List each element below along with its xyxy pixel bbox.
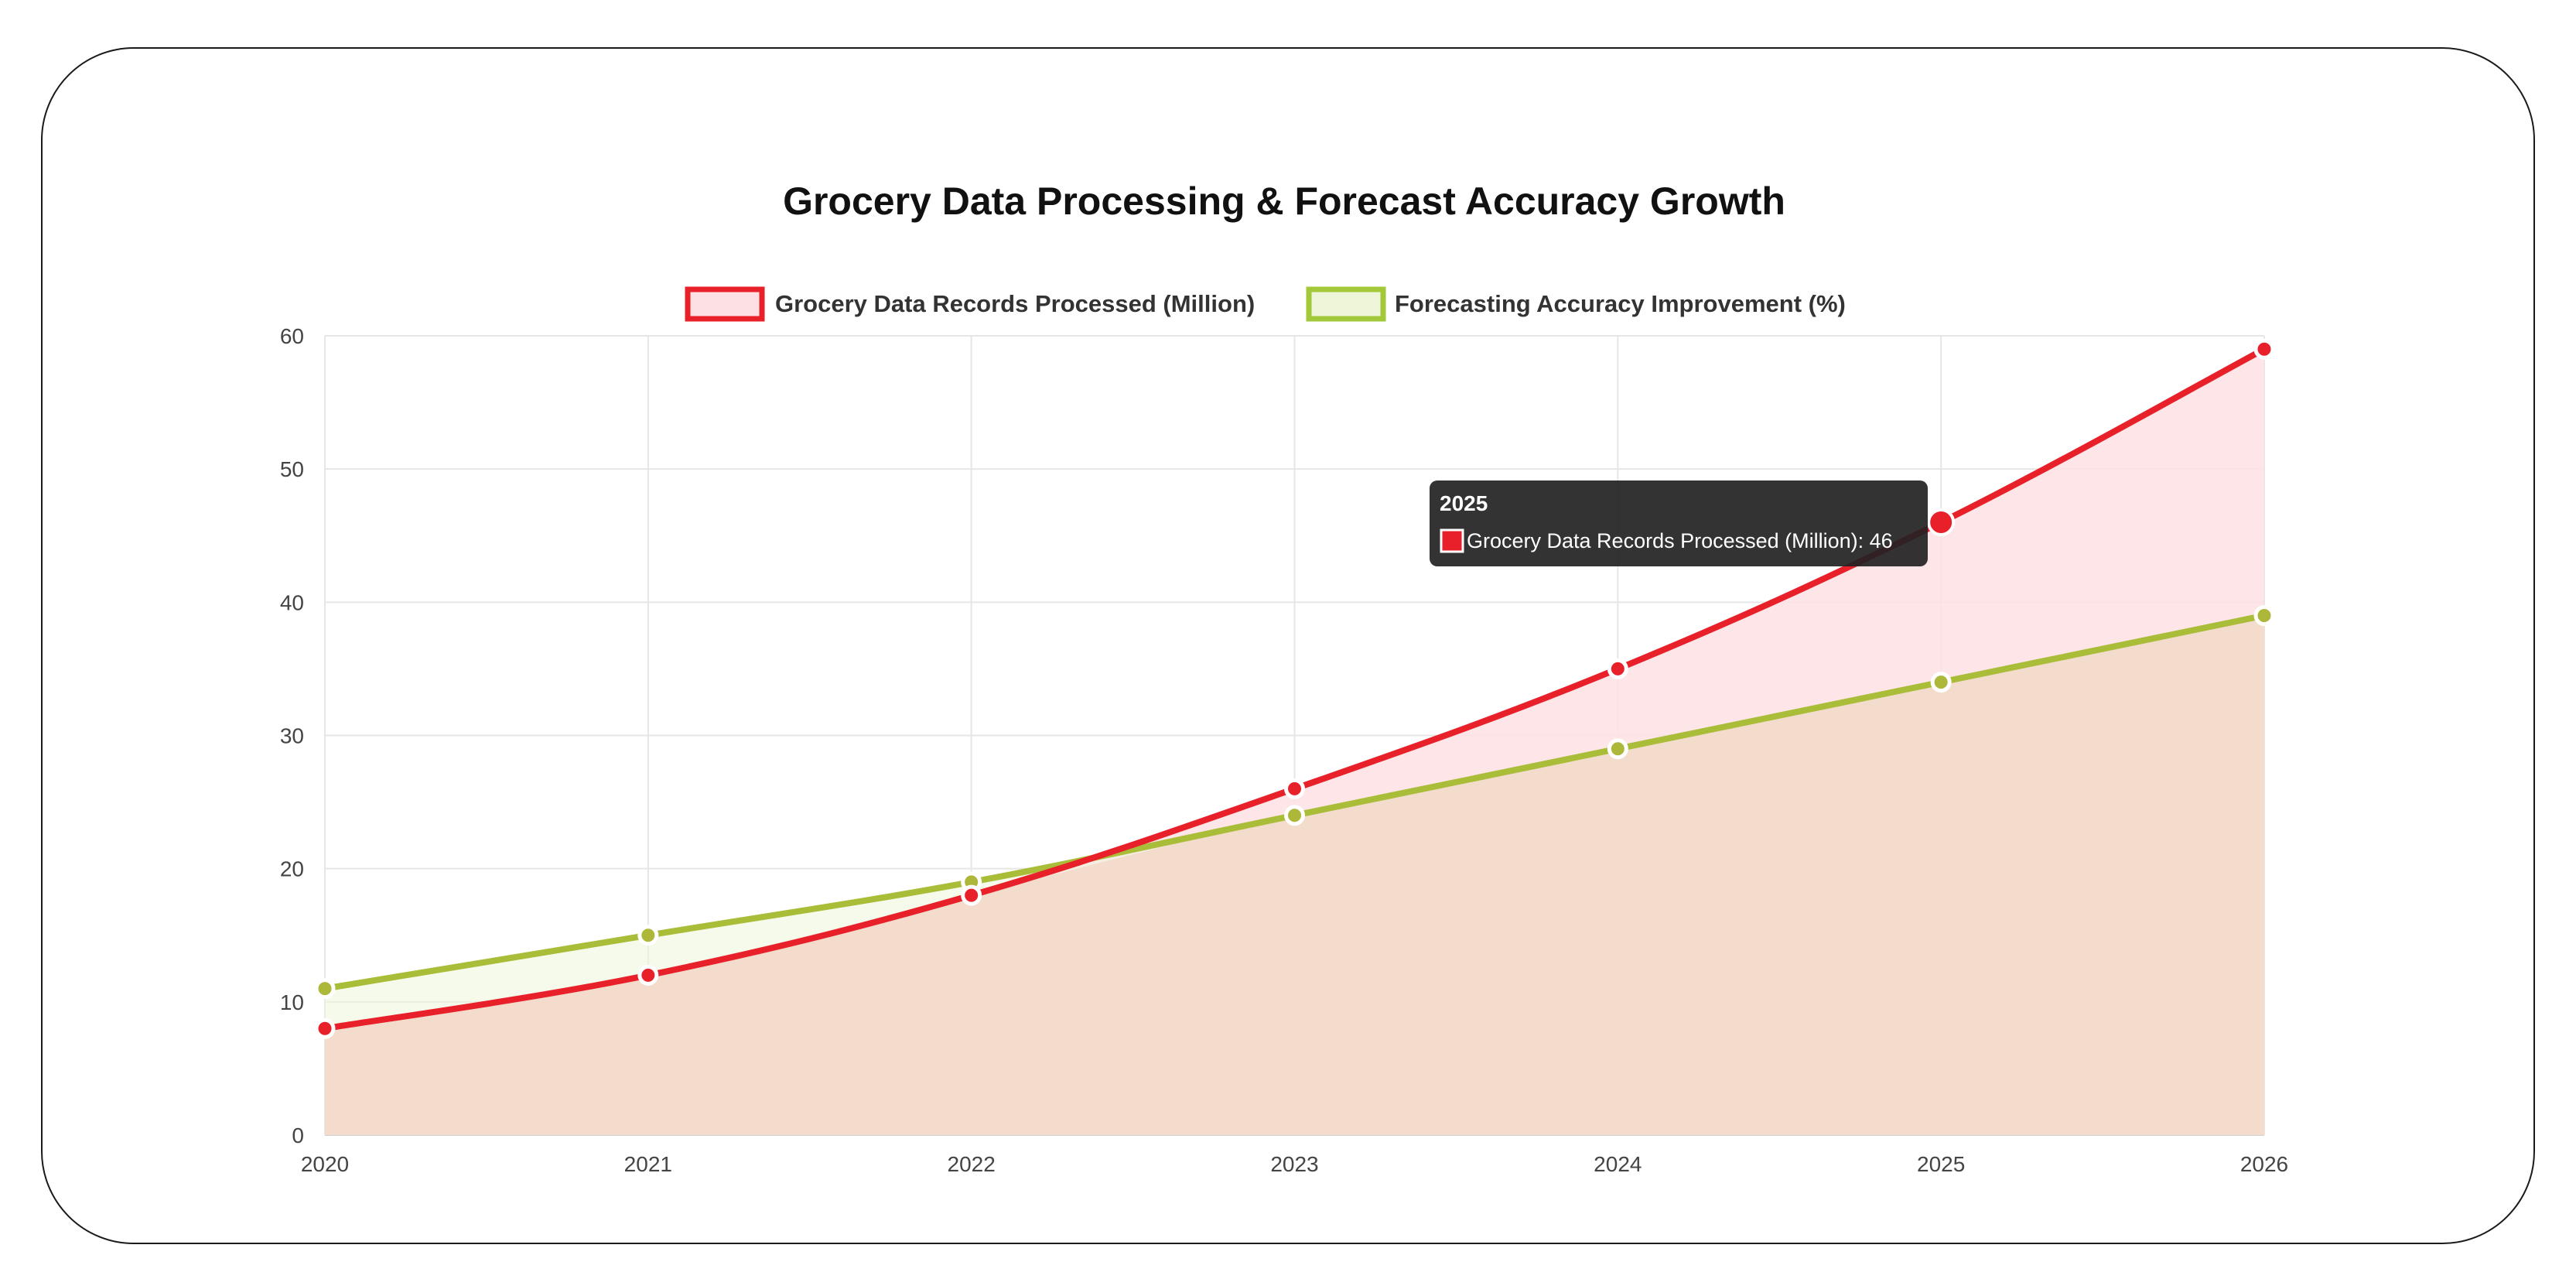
x-tick-label: 2023: [1270, 1152, 1318, 1176]
y-tick-label: 30: [280, 724, 304, 748]
legend-label-accuracy: Forecasting Accuracy Improvement (%): [1395, 290, 1846, 317]
x-tick-label: 2022: [948, 1152, 996, 1176]
x-tick-label: 2025: [1917, 1152, 1965, 1176]
y-tick-label: 0: [292, 1123, 304, 1147]
point-records-2020[interactable]: [314, 1017, 336, 1039]
legend: Grocery Data Records Processed (Million)…: [685, 286, 1846, 322]
y-tick-label: 50: [280, 457, 304, 481]
x-axis: 2020 2021 2022 2023 2024 2025 2026: [301, 1152, 2288, 1176]
x-tick-label: 2026: [2240, 1152, 2288, 1176]
point-records-2022[interactable]: [961, 884, 982, 906]
tooltip-box: [1430, 480, 1928, 566]
area-overlap: [325, 615, 2264, 1135]
point-accuracy-2021[interactable]: [637, 925, 659, 946]
legend-label-records: Grocery Data Records Processed (Million): [775, 290, 1255, 317]
point-accuracy-2026[interactable]: [2253, 605, 2275, 627]
tooltip-label: Grocery Data Records Processed (Million)…: [1467, 529, 1893, 552]
point-accuracy-2025[interactable]: [1930, 672, 1952, 693]
y-tick-label: 60: [280, 324, 304, 348]
tooltip: 2025 Grocery Data Records Processed (Mil…: [1430, 480, 1928, 566]
point-records-2021[interactable]: [637, 964, 659, 986]
point-records-2024[interactable]: [1607, 658, 1628, 679]
point-accuracy-2023[interactable]: [1284, 805, 1305, 826]
x-tick-label: 2020: [301, 1152, 349, 1176]
tooltip-swatch: [1440, 528, 1464, 553]
x-tick-label: 2021: [624, 1152, 672, 1176]
point-records-2026[interactable]: [2253, 338, 2275, 360]
legend-item-records[interactable]: Grocery Data Records Processed (Million): [685, 286, 1255, 322]
y-axis: 0 10 20 30 40 50 60: [280, 324, 304, 1147]
series-areas: [325, 349, 2264, 1135]
legend-swatch-accuracy: [1306, 286, 1386, 322]
y-tick-label: 40: [280, 590, 304, 614]
legend-swatch-records: [685, 286, 765, 322]
point-records-2023[interactable]: [1284, 778, 1305, 799]
tooltip-title: 2025: [1440, 491, 1488, 515]
point-accuracy-2020[interactable]: [314, 978, 336, 1000]
point-records-2025[interactable]: [1927, 508, 1956, 537]
point-accuracy-2024[interactable]: [1607, 738, 1628, 760]
y-tick-label: 20: [280, 857, 304, 881]
series-points: [314, 338, 2275, 1039]
legend-item-accuracy[interactable]: Forecasting Accuracy Improvement (%): [1306, 286, 1846, 322]
x-tick-label: 2024: [1594, 1152, 1642, 1176]
y-tick-label: 10: [280, 990, 304, 1014]
chart-title: Grocery Data Processing & Forecast Accur…: [783, 180, 1785, 223]
